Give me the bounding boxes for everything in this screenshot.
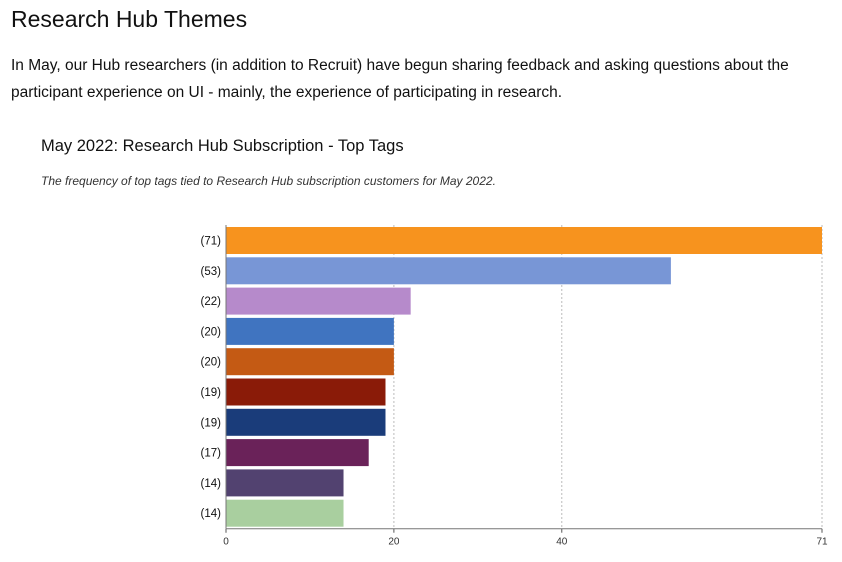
- chart-subtitle: The frequency of top tags tied to Resear…: [41, 174, 496, 188]
- x-axis: 0 20 40 71: [223, 225, 828, 548]
- bar: [226, 469, 344, 497]
- bar: [226, 227, 822, 254]
- bar-value-label: (19): [201, 417, 222, 429]
- x-tick-label: 40: [556, 537, 568, 548]
- bar-value-label: (14): [201, 508, 222, 520]
- bar-value-label: (22): [201, 296, 222, 308]
- bars: [226, 227, 822, 527]
- bar-value-label: (19): [201, 387, 222, 399]
- bar: [226, 408, 386, 436]
- bar: [226, 378, 386, 406]
- bar-value-labels: (71) (53) (22) (20) (20) (19) (19) (17) (14) (14): [201, 236, 222, 521]
- bar: [226, 287, 411, 315]
- bar-value-label: (20): [201, 357, 222, 369]
- page-title: Research Hub Themes: [11, 6, 248, 32]
- bar-value-label: (71): [201, 236, 222, 248]
- bar: [226, 317, 394, 345]
- intro-paragraph: In May, our Hub researchers (in addition…: [11, 57, 789, 101]
- bar-value-label: (20): [201, 326, 222, 338]
- bar-value-label: (14): [201, 478, 222, 490]
- bar: [226, 257, 671, 285]
- gridlines: [393, 225, 823, 529]
- bar: [226, 348, 394, 376]
- bar: [226, 439, 369, 467]
- x-tick-label: 71: [816, 537, 828, 548]
- x-tick-label: 0: [223, 537, 229, 548]
- x-tick-label: 20: [388, 537, 400, 548]
- bar: [226, 499, 344, 527]
- chart-title: May 2022: Research Hub Subscription - To…: [41, 137, 404, 155]
- bar-value-label: (17): [201, 448, 222, 460]
- bar-value-label: (53): [201, 266, 222, 278]
